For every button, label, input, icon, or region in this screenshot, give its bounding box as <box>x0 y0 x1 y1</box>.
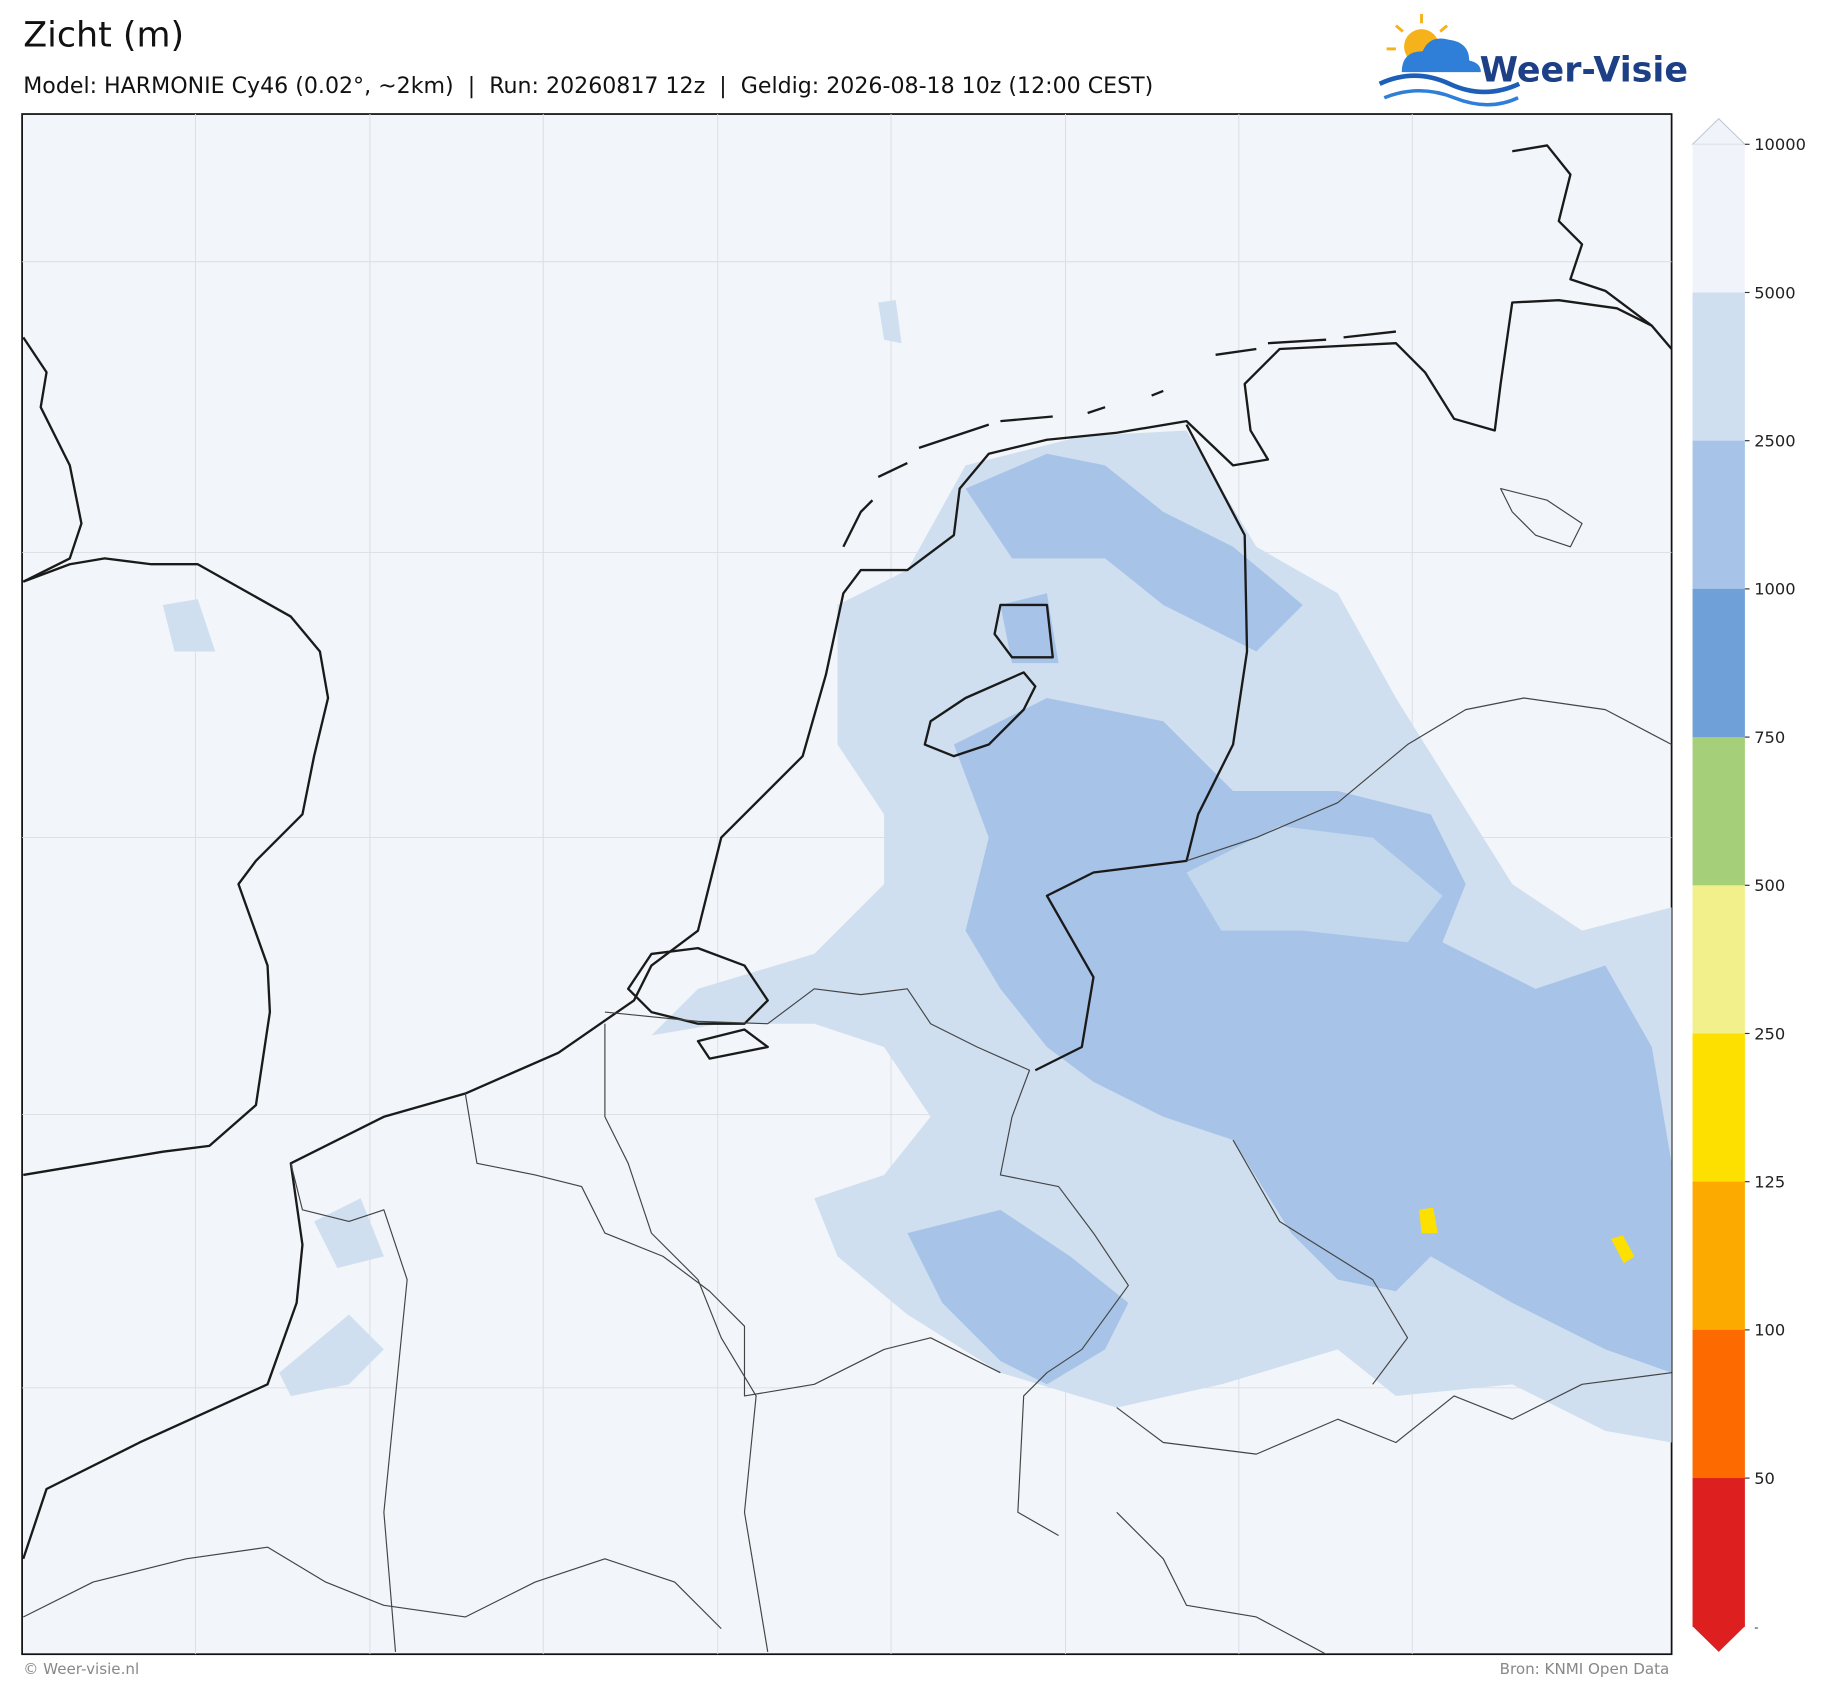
colorbar-tick-label: 50 <box>1754 1469 1775 1488</box>
colorbar-tick-label: 750 <box>1754 728 1785 747</box>
logo: Weer-Visie <box>1378 13 1688 107</box>
footer-source: Bron: KNMI Open Data <box>1500 1660 1670 1678</box>
colorbar-band <box>1692 1181 1745 1331</box>
colorbar-tick-label: 500 <box>1754 876 1785 895</box>
colorbar-tick-label: 100 <box>1754 1321 1785 1340</box>
colorbar-band <box>1692 1033 1745 1183</box>
colorbar-band <box>1692 588 1745 738</box>
colorbar-bottom-label: - <box>1754 1620 1758 1634</box>
colorbar-tick-label: 10000 <box>1754 135 1806 154</box>
map <box>21 113 1673 1656</box>
coastlines <box>22 144 1672 1560</box>
colorbar-tick-label: 5000 <box>1754 283 1795 302</box>
colorbar-band <box>1692 144 1745 294</box>
colorbar-band <box>1692 292 1745 442</box>
footer-credit: © Weer-visie.nl <box>23 1660 139 1678</box>
colorbar-band <box>1692 885 1745 1035</box>
colorbar-band <box>1692 1329 1745 1479</box>
colorbar-band <box>1692 1478 1745 1627</box>
map-subtitle: Model: HARMONIE Cy46 (0.02°, ~2km) | Run… <box>23 73 1153 99</box>
logo-text: Weer-Visie <box>1480 50 1688 90</box>
colorbar-extension-bottom <box>1692 1626 1745 1652</box>
colorbar-tick-label: 1000 <box>1754 580 1795 599</box>
colorbar-tick-label: 125 <box>1754 1173 1785 1192</box>
colorbar: 10000 5000 2500 1000 750 500 250 125 100 50 - <box>1691 118 1806 1652</box>
colorbar-band <box>1692 440 1745 590</box>
borders <box>23 424 1672 1655</box>
colorbar-band <box>1692 737 1745 886</box>
map-title: Zicht (m) <box>23 16 184 56</box>
colorbar-tick-label: 250 <box>1754 1024 1785 1043</box>
colorbar-tick-label: 2500 <box>1754 432 1795 451</box>
colorbar-extension-top <box>1691 118 1747 145</box>
